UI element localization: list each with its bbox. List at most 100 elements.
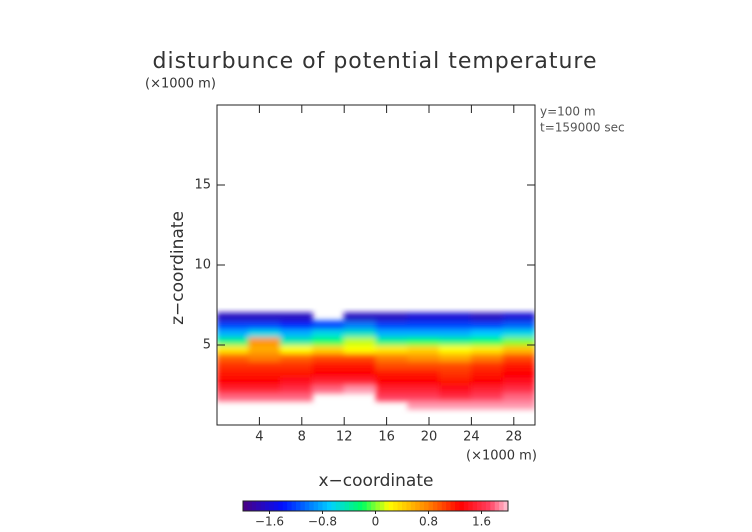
contour-cell	[280, 368, 313, 378]
contour-cell	[280, 312, 313, 322]
contour-cell	[311, 352, 345, 362]
contour-cell	[217, 384, 250, 394]
contour-cell	[502, 344, 535, 354]
contour-cell	[248, 392, 282, 402]
contour-cell	[217, 312, 250, 322]
colorbar-swatch	[481, 501, 487, 511]
colorbar-swatch	[304, 501, 310, 511]
contour-cell	[375, 312, 409, 322]
colorbar: −1.6 −0.8 0 0.8 1.6	[242, 500, 509, 529]
colorbar-swatch	[371, 501, 376, 511]
colorbar-swatch	[278, 501, 284, 511]
contour-cell	[217, 392, 250, 402]
colorbar-swatch	[366, 501, 372, 511]
contour-cell	[470, 392, 504, 402]
contour-cell	[248, 344, 282, 354]
contour-cell	[248, 368, 282, 378]
colorbar-swatch	[446, 501, 452, 511]
contour-cell	[502, 352, 535, 362]
contour-cell	[439, 344, 472, 354]
colorbar-swatch	[437, 501, 443, 511]
colorbar-swatch	[296, 501, 301, 511]
contour-cell	[280, 376, 313, 386]
colorbar-swatch	[406, 501, 412, 511]
contour-cell	[407, 312, 441, 322]
contour-cell	[248, 312, 282, 322]
contour-cell	[502, 328, 535, 338]
axes: 4 8 12 16 20 24 28 5 10 15	[194, 105, 535, 445]
contour-cell	[343, 384, 377, 394]
contour-cell	[280, 336, 313, 346]
contour-cell	[248, 320, 282, 330]
contour-cell	[502, 376, 535, 386]
colorbar-swatch	[499, 501, 505, 511]
colorbar-swatch	[419, 501, 425, 511]
y-tick-label: 15	[194, 178, 211, 193]
x-tick-label: 8	[298, 430, 306, 445]
colorbar-swatch	[256, 501, 262, 511]
contour-cell	[375, 328, 409, 338]
colorbar-swatch	[485, 501, 491, 511]
contour-cell	[439, 368, 472, 378]
contour-cell	[407, 384, 441, 394]
x-unit: (×1000 m)	[466, 449, 537, 464]
colorbar-tick-label: −1.6	[255, 515, 284, 529]
colorbar-swatch	[287, 501, 293, 511]
colorbar-tick-label: −0.8	[308, 515, 337, 529]
colorbar-swatch	[441, 501, 447, 511]
contour-cell	[311, 376, 345, 386]
colorbar-swatch	[353, 501, 359, 511]
x-tick-label: 20	[421, 430, 438, 445]
colorbar-swatch	[349, 501, 354, 511]
contour-cell	[217, 336, 250, 346]
contour-cell	[343, 360, 377, 370]
colorbar-swatch	[335, 501, 341, 511]
colorbar-swatch	[459, 501, 465, 511]
colorbar-swatch	[269, 501, 275, 511]
contour-cell	[375, 352, 409, 362]
colorbar-swatch	[379, 501, 385, 511]
colorbar-swatch	[282, 501, 288, 511]
contour-cell	[407, 400, 441, 410]
contour-cell	[217, 368, 250, 378]
contour-cell	[375, 320, 409, 330]
contour-cell	[280, 320, 313, 330]
colorbar-swatch	[455, 501, 460, 511]
contour-cell	[343, 336, 377, 346]
contour-cell	[311, 344, 345, 354]
contour-cell	[470, 344, 504, 354]
colorbar-swatch	[313, 501, 319, 511]
colorbar-tick-label: 0	[372, 515, 380, 529]
contour-cell	[280, 352, 313, 362]
colorbar-swatch	[300, 501, 306, 511]
contour-cell	[439, 312, 472, 322]
colorbar-swatch	[384, 501, 390, 511]
colorbar-swatch	[388, 501, 394, 511]
contour-cell	[407, 320, 441, 330]
contour-cell	[502, 384, 535, 394]
y-tick-label: 5	[203, 338, 211, 353]
colorbar-swatch	[463, 501, 469, 511]
contour-cell	[217, 376, 250, 386]
contour-cell	[439, 384, 472, 394]
colorbar-tick-label: 1.6	[472, 515, 491, 529]
x-tick-label: 28	[506, 430, 523, 445]
contour-cell	[502, 312, 535, 322]
colorbar-swatch	[375, 501, 381, 511]
colorbar-swatch	[428, 501, 434, 511]
colorbar-swatch	[503, 501, 509, 511]
contour-cell	[470, 384, 504, 394]
colorbar-swatch	[415, 501, 421, 511]
x-tick-label: 16	[378, 430, 395, 445]
colorbar-swatch	[251, 501, 257, 511]
contour-cell	[470, 352, 504, 362]
colorbar-swatch	[340, 501, 346, 511]
colorbar-swatch	[322, 501, 328, 511]
contour-cell	[343, 344, 377, 354]
contour-cell	[439, 376, 472, 386]
colorbar-swatch	[357, 501, 363, 511]
contour-cell	[311, 328, 345, 338]
x-tick-label: 12	[336, 430, 353, 445]
contour-cell	[343, 312, 377, 322]
